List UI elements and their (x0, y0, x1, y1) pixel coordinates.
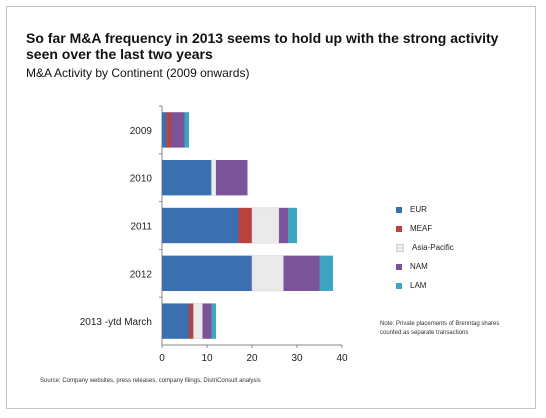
y-tick-label: 2010 (130, 174, 153, 185)
bar-segment-asia-pacific-2 (251, 207, 280, 244)
bar-segment-nam-1 (216, 160, 248, 196)
legend-swatch (396, 243, 404, 252)
chart-note: Note: Private placements of Brenntag sha… (380, 321, 500, 336)
x-tick-label: 40 (336, 353, 348, 364)
legend-item: MEAF (396, 219, 454, 238)
chart-frame (6, 6, 536, 409)
y-tick-label: 2011 (130, 222, 152, 233)
legend-swatch (396, 206, 402, 213)
y-tick-label: 2013 -ytd March (80, 317, 152, 328)
y-tick-label: 2009 (130, 126, 153, 137)
legend-label: LAM (410, 281, 427, 290)
bar-segment-eur-4 (162, 303, 189, 339)
legend-label: MEAF (410, 224, 433, 233)
x-tick-label: 0 (159, 353, 165, 364)
bar-segment-asia-pacific-1 (211, 159, 217, 196)
bar-segment-nam-4 (202, 303, 212, 339)
bar-segment-eur-0 (162, 112, 167, 148)
bar-segment-asia-pacific-3 (251, 255, 284, 292)
bar-segment-eur-1 (162, 160, 212, 196)
bar-segment-eur-2 (162, 207, 239, 244)
legend-item: Asia-Pacific (396, 238, 454, 257)
bar-segment-nam-3 (283, 255, 320, 291)
bar-segment-nam-0 (171, 112, 185, 148)
x-tick-label: 10 (201, 353, 213, 364)
bar-segment-meaf-2 (238, 207, 252, 244)
bar-segment-lam-4 (211, 303, 216, 339)
y-tick-label: 2012 (130, 269, 153, 280)
bar-segment-lam-2 (288, 207, 297, 244)
chart-subtitle: M&A Activity by Continent (2009 onwards) (26, 66, 250, 80)
bar-segment-lam-3 (319, 255, 333, 291)
chart-legend: EUR MEAF Asia-Pacific NAM LAM (396, 200, 454, 295)
x-tick-label: 30 (291, 353, 303, 364)
bar-segment-eur-3 (162, 255, 252, 291)
chart-title: So far M&A frequency in 2013 seems to ho… (26, 30, 499, 62)
legend-label: Asia-Pacific (412, 243, 454, 252)
bar-segment-meaf-0 (166, 112, 171, 148)
bar-segment-meaf-4 (189, 303, 194, 339)
bar-segment-lam-0 (184, 112, 189, 148)
legend-item: EUR (396, 200, 454, 219)
chart-source: Source: Company websites, press releases… (40, 378, 261, 384)
bar-segment-asia-pacific-4 (193, 303, 203, 340)
legend-item: LAM (396, 276, 454, 295)
legend-label: EUR (410, 205, 427, 214)
x-tick-label: 20 (246, 353, 258, 364)
bar-segment-nam-2 (279, 207, 288, 244)
legend-item: NAM (396, 257, 454, 276)
legend-swatch (396, 225, 402, 232)
legend-label: NAM (410, 262, 428, 271)
legend-swatch (396, 282, 402, 289)
legend-swatch (396, 263, 402, 270)
